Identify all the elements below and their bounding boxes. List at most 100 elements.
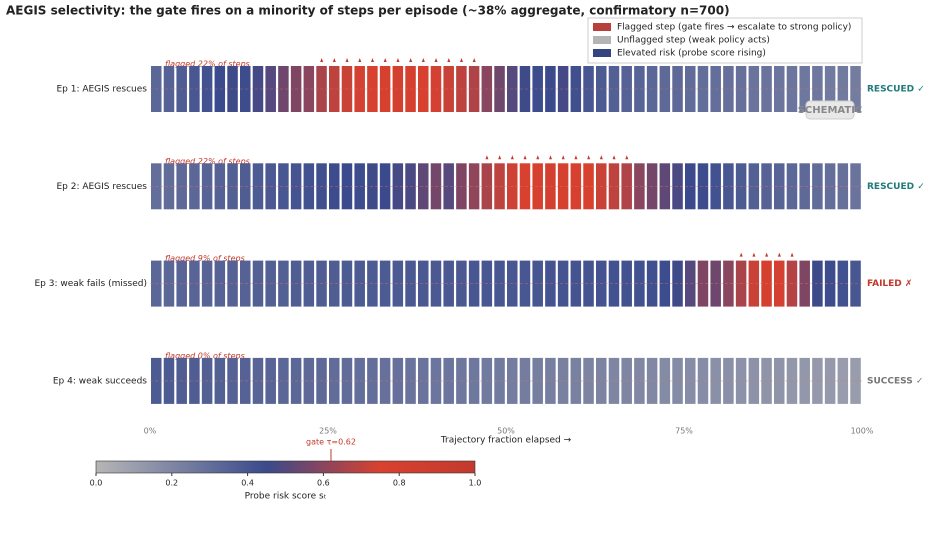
step-cell: [774, 357, 785, 404]
flag-marker: [510, 155, 514, 160]
step-cell: [659, 66, 671, 112]
step-cell: [583, 357, 594, 404]
step-cell: [519, 66, 531, 112]
step-cell: [468, 357, 480, 404]
flag-note: flagged 0% of steps: [165, 351, 245, 360]
episode-label: Ep 4: weak succeeds: [53, 376, 147, 386]
step-cell: [583, 163, 594, 210]
x-tick-label: 100%: [851, 427, 874, 436]
step-cell: [189, 66, 200, 112]
step-cell: [468, 66, 480, 112]
step-cell: [723, 357, 734, 404]
step-cell: [774, 260, 785, 307]
episode-label: Ep 1: AEGIS rescues: [56, 85, 147, 95]
step-cell: [189, 357, 200, 404]
flag-marker: [561, 155, 565, 160]
colorbar-tick-label: 0.4: [241, 479, 254, 488]
step-cell: [443, 66, 454, 112]
step-cell: [214, 66, 226, 112]
step-cell: [354, 163, 365, 210]
step-cell: [799, 163, 810, 210]
flag-marker: [587, 155, 591, 160]
step-cell: [303, 260, 315, 307]
step-cell: [443, 357, 454, 404]
step-cell: [163, 66, 175, 112]
colorbar: [95, 460, 476, 474]
step-cell: [163, 163, 175, 210]
step-cell: [468, 163, 480, 210]
flag-marker: [371, 58, 374, 62]
flag-marker: [320, 58, 324, 62]
flag-marker: [485, 155, 489, 160]
step-cell: [278, 357, 289, 404]
step-cell: [799, 260, 810, 307]
flag-note: flagged 22% of steps: [165, 60, 250, 69]
step-cell: [634, 66, 645, 112]
step-cell: [748, 66, 760, 112]
step-cell: [557, 357, 569, 404]
step-cell: [278, 163, 289, 210]
step-cell: [583, 260, 594, 307]
step-cell: [608, 163, 620, 210]
flag-marker: [739, 252, 743, 257]
step-cell: [163, 260, 175, 307]
step-cell: [303, 357, 315, 404]
colorbar-tick-label: 0.0: [90, 479, 103, 488]
legend-box: [587, 17, 863, 64]
step-cell: [723, 66, 734, 112]
step-cell: [608, 66, 620, 112]
flag-marker: [421, 58, 425, 62]
step-cell: [189, 163, 200, 210]
x-axis-label: Trajectory fraction elapsed →: [440, 436, 572, 446]
schematic-badge: [805, 100, 855, 120]
step-cell: [723, 163, 734, 210]
flag-marker: [434, 58, 438, 62]
step-cell: [354, 260, 365, 307]
flag-marker: [599, 155, 603, 160]
outcome-label: SUCCESS ✓: [867, 376, 923, 386]
colorbar-tick-label: 0.6: [317, 479, 330, 488]
step-cell: [329, 357, 340, 404]
outcome-label: RESCUED ✓: [867, 182, 925, 192]
legend-label: Unflagged step (weak policy acts): [617, 36, 770, 46]
step-cell: [278, 66, 289, 112]
step-cell: [557, 66, 569, 112]
flag-marker: [383, 58, 387, 62]
legend-label: Elevated risk (probe score rising): [617, 49, 766, 59]
step-cell: [418, 66, 429, 112]
chart-title: AEGIS selectivity: the gate fires on a m…: [6, 4, 730, 18]
flag-marker: [612, 155, 616, 160]
flag-marker: [498, 155, 502, 160]
step-cell: [519, 260, 531, 307]
schematic-label: SCHEMATIC: [798, 105, 863, 116]
step-cell: [214, 357, 226, 404]
flag-marker: [574, 155, 578, 160]
step-cell: [634, 260, 645, 307]
colorbar-tick-label: 0.8: [393, 479, 406, 488]
step-cell: [608, 260, 620, 307]
gate-label: gate τ=0.62: [306, 438, 356, 447]
x-tick-label: 0%: [144, 427, 157, 436]
step-cell: [468, 260, 480, 307]
step-cell: [774, 163, 785, 210]
step-cell: [774, 66, 785, 112]
step-cell: [418, 357, 429, 404]
flag-marker: [345, 58, 349, 62]
step-cell: [278, 260, 289, 307]
episode-label: Ep 2: AEGIS rescues: [56, 182, 147, 192]
legend-swatch: [593, 23, 611, 31]
step-cell: [519, 357, 531, 404]
step-cell: [329, 163, 340, 210]
flag-marker: [777, 252, 781, 257]
step-cell: [418, 163, 429, 210]
step-cell: [214, 163, 226, 210]
flag-marker: [358, 58, 362, 62]
legend-swatch: [593, 49, 611, 57]
step-cell: [303, 66, 315, 112]
x-tick-label: 75%: [675, 427, 693, 436]
step-cell: [443, 163, 454, 210]
legend-swatch: [593, 36, 611, 44]
step-cell: [494, 163, 505, 210]
x-tick-label: 50%: [497, 427, 515, 436]
